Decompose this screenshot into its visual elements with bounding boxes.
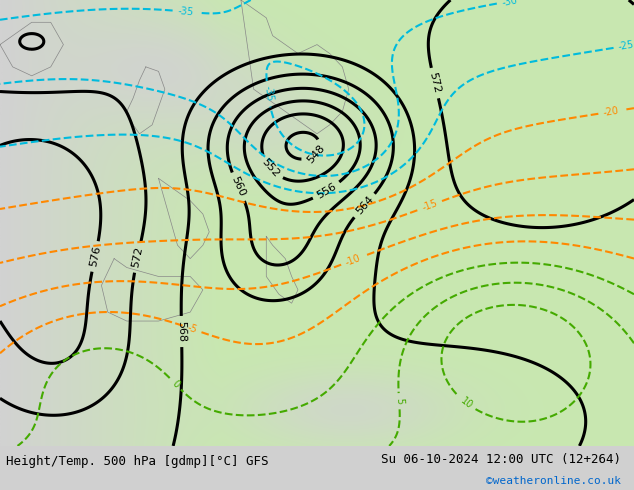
Text: -35: -35 bbox=[262, 85, 274, 102]
Text: -35: -35 bbox=[177, 6, 194, 17]
Text: 548: 548 bbox=[305, 143, 327, 165]
Text: Height/Temp. 500 hPa [gdmp][°C] GFS: Height/Temp. 500 hPa [gdmp][°C] GFS bbox=[6, 455, 269, 468]
Text: 0: 0 bbox=[170, 378, 181, 390]
Text: -5: -5 bbox=[186, 322, 198, 335]
Text: 564: 564 bbox=[354, 195, 375, 217]
Text: 10: 10 bbox=[458, 395, 474, 411]
Text: 556: 556 bbox=[315, 181, 338, 200]
Text: -20: -20 bbox=[602, 105, 620, 118]
Text: -30: -30 bbox=[501, 0, 518, 7]
Text: -10: -10 bbox=[344, 253, 363, 268]
Text: 5: 5 bbox=[394, 398, 404, 405]
Text: 552: 552 bbox=[260, 157, 281, 179]
Text: Su 06-10-2024 12:00 UTC (12+264): Su 06-10-2024 12:00 UTC (12+264) bbox=[381, 453, 621, 466]
Text: 568: 568 bbox=[176, 321, 186, 342]
Text: 560: 560 bbox=[230, 175, 247, 198]
Text: ©weatheronline.co.uk: ©weatheronline.co.uk bbox=[486, 476, 621, 486]
Text: -15: -15 bbox=[420, 198, 439, 213]
Text: 572: 572 bbox=[427, 72, 442, 95]
Text: 572: 572 bbox=[131, 246, 145, 269]
Text: -25: -25 bbox=[618, 40, 634, 52]
Text: 576: 576 bbox=[88, 245, 102, 268]
